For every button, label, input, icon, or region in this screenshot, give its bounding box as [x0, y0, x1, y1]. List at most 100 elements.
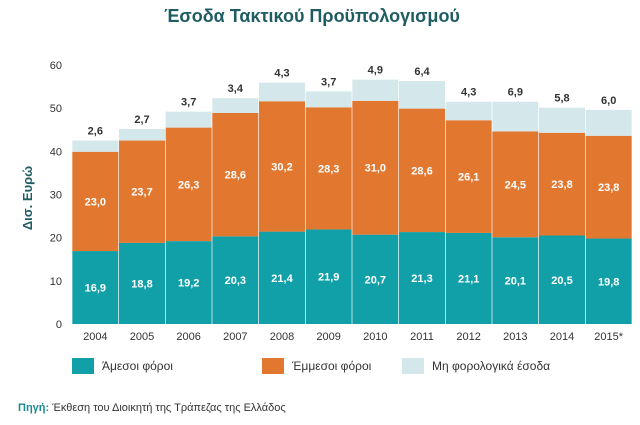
bar-segment-2014-2 [539, 107, 585, 133]
bar-segment-2007-1 [212, 112, 259, 237]
bar-segment-2005-1 [119, 140, 165, 243]
data-label-2012-2: 4,3 [461, 87, 476, 99]
bar-segment-2008-0 [259, 231, 305, 324]
legend-label-1: Έμμεσοι φόροι [291, 359, 372, 373]
x-tick-label-0: 2004 [83, 331, 107, 343]
data-label-2004-2: 2,6 [88, 126, 103, 138]
data-label-2013-2: 6,9 [508, 87, 523, 99]
x-tick-label-5: 2009 [316, 331, 340, 343]
data-label-2006-1: 26,3 [178, 179, 199, 191]
x-tick-label-2: 2006 [176, 331, 200, 343]
bars-group: 16,9 23,0 2,6 18,8 23,7 2,7 19,2 26,3 3,7 20,3 28,… [72, 65, 632, 324]
data-label-2011-2: 6,4 [414, 66, 430, 78]
data-label-2013-1: 24,5 [505, 179, 526, 191]
data-label-2015*-2: 6,0 [601, 95, 616, 107]
data-label-2008-2: 4,3 [274, 68, 289, 80]
x-tick-label-11: 2015* [594, 331, 623, 343]
data-label-2010-1: 31,0 [365, 163, 386, 175]
data-label-2006-2: 3,7 [181, 97, 196, 109]
y-tick-label-4: 40 [50, 146, 62, 158]
x-tick-label-8: 2012 [456, 331, 480, 343]
data-label-2004-0: 16,9 [85, 283, 106, 295]
bar-segment-2010-0 [352, 234, 399, 324]
data-label-2005-2: 2,7 [134, 114, 149, 126]
bar-segment-2011-2 [399, 80, 445, 109]
x-tick-label-6: 2010 [363, 331, 387, 343]
data-label-2006-0: 19,2 [178, 278, 199, 290]
bar-segment-2013-2 [492, 101, 539, 132]
bar-segment-2011-0 [399, 232, 445, 324]
bar-segment-2014-1 [539, 132, 585, 236]
x-tick-label-9: 2013 [503, 331, 527, 343]
legend-swatch-1 [262, 358, 284, 374]
bar-segment-2013-0 [492, 237, 539, 324]
bar-segment-2010-2 [352, 79, 399, 101]
source-text: Έκθεση του Διοικητή της Τράπεζας της Ελλ… [52, 402, 286, 414]
x-tick-label-3: 2007 [223, 331, 247, 343]
y-tick-label-2: 20 [50, 233, 62, 245]
bar-segment-2008-2 [259, 82, 305, 102]
bar-segment-2015*-2 [585, 109, 632, 136]
data-label-2015*-0: 19,8 [598, 276, 619, 288]
data-label-2010-2: 4,9 [368, 65, 383, 77]
data-label-2010-0: 20,7 [365, 274, 386, 286]
data-label-2012-0: 21,1 [458, 273, 479, 285]
x-tick-label-4: 2008 [270, 331, 294, 343]
bar-segment-2009-2 [305, 91, 352, 108]
data-label-2005-1: 23,7 [131, 187, 152, 199]
data-label-2013-0: 20,1 [505, 276, 526, 288]
bar-segment-2006-2 [165, 111, 212, 128]
bar-segment-2012-0 [445, 232, 492, 324]
y-tick-label-1: 10 [50, 276, 62, 288]
legend-swatch-0 [72, 358, 94, 374]
bar-segment-2005-2 [119, 128, 165, 141]
data-label-2014-1: 23,8 [551, 179, 572, 191]
bar-segment-2008-1 [259, 101, 305, 232]
bar-segment-2005-0 [119, 242, 165, 324]
data-label-2008-1: 30,2 [271, 161, 292, 173]
data-label-2015*-1: 23,8 [598, 182, 619, 194]
data-label-2009-1: 28,3 [318, 163, 339, 175]
chart-title: Έσοδα Τακτικού Προϋπολογισμού [164, 6, 460, 26]
x-tick-label-7: 2011 [410, 331, 434, 343]
bar-segment-2015*-0 [585, 238, 632, 324]
legend-swatch-2 [402, 358, 424, 374]
y-tick-label-5: 50 [50, 103, 62, 115]
x-tick-label-1: 2005 [130, 331, 154, 343]
bar-segment-2012-1 [445, 120, 492, 233]
data-label-2007-2: 3,4 [228, 83, 244, 95]
legend-label-2: Μη φορολογικά έσοδα [432, 359, 550, 373]
data-label-2009-2: 3,7 [321, 76, 336, 88]
data-label-2007-1: 28,6 [225, 170, 246, 182]
data-label-2007-0: 20,3 [225, 275, 246, 287]
legend-label-0: Άμεσοι φόροι [102, 359, 173, 373]
source-note: Πηγή: Έκθεση του Διοικητή της Τράπεζας τ… [18, 402, 286, 414]
x-axis: 2004 2005 2006 2007 2008 2009 2010 2011 2012 2013… [83, 331, 624, 343]
data-label-2005-0: 18,8 [131, 278, 152, 290]
bar-segment-2010-1 [352, 100, 399, 235]
y-tick-label-0: 0 [56, 319, 62, 331]
data-label-2011-1: 28,6 [411, 165, 432, 177]
data-label-2009-0: 21,9 [318, 272, 339, 284]
source-label: Πηγή: [18, 402, 50, 414]
bar-segment-2011-1 [399, 108, 445, 233]
bar-segment-2007-2 [212, 98, 259, 113]
bar-segment-2012-2 [445, 101, 492, 121]
bar-segment-2014-0 [539, 235, 585, 324]
data-label-2004-1: 23,0 [85, 196, 106, 208]
bar-segment-2004-2 [72, 140, 119, 152]
bar-segment-2015*-1 [585, 135, 632, 239]
bar-segment-2006-0 [165, 241, 212, 324]
bar-segment-2013-1 [492, 131, 539, 238]
x-tick-label-10: 2014 [550, 331, 574, 343]
bar-segment-2009-1 [305, 107, 352, 230]
data-label-2011-0: 21,3 [411, 273, 432, 285]
bar-segment-2006-1 [165, 127, 212, 242]
y-axis-label: Δισ. Ευρώ [20, 166, 35, 230]
data-label-2008-0: 21,4 [271, 273, 293, 285]
bar-segment-2004-0 [72, 251, 119, 324]
legend: Άμεσοι φόροι Έμμεσοι φόροι Μη φορολογικά έ… [72, 358, 550, 374]
y-axis: 0 10 20 30 40 50 60 [50, 60, 62, 331]
bar-segment-2004-1 [72, 151, 119, 252]
